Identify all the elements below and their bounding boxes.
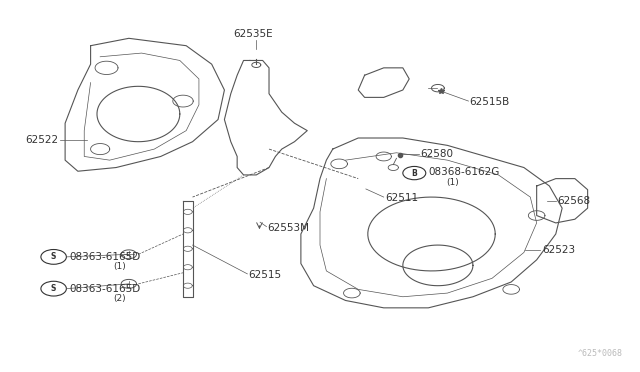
Text: 08363-6165D: 08363-6165D bbox=[69, 252, 140, 262]
Text: (2): (2) bbox=[113, 294, 125, 303]
Text: (1): (1) bbox=[446, 178, 459, 187]
Text: 62568: 62568 bbox=[557, 196, 591, 206]
Text: ^625*0068: ^625*0068 bbox=[578, 349, 623, 358]
Text: 08368-6162G: 08368-6162G bbox=[428, 167, 500, 177]
Text: 62523: 62523 bbox=[541, 244, 575, 254]
Text: 62522: 62522 bbox=[26, 135, 59, 145]
Text: B: B bbox=[412, 169, 417, 177]
Text: 62580: 62580 bbox=[420, 148, 454, 158]
Text: 08363-6165D: 08363-6165D bbox=[69, 283, 140, 294]
Text: S: S bbox=[51, 252, 56, 262]
Text: 62535E: 62535E bbox=[233, 29, 273, 39]
Text: 62515B: 62515B bbox=[470, 97, 510, 107]
Text: 62511: 62511 bbox=[385, 193, 418, 203]
Text: S: S bbox=[51, 284, 56, 293]
Text: (1): (1) bbox=[113, 262, 125, 271]
Text: 62553M: 62553M bbox=[268, 223, 310, 233]
Text: 62515: 62515 bbox=[248, 270, 282, 280]
